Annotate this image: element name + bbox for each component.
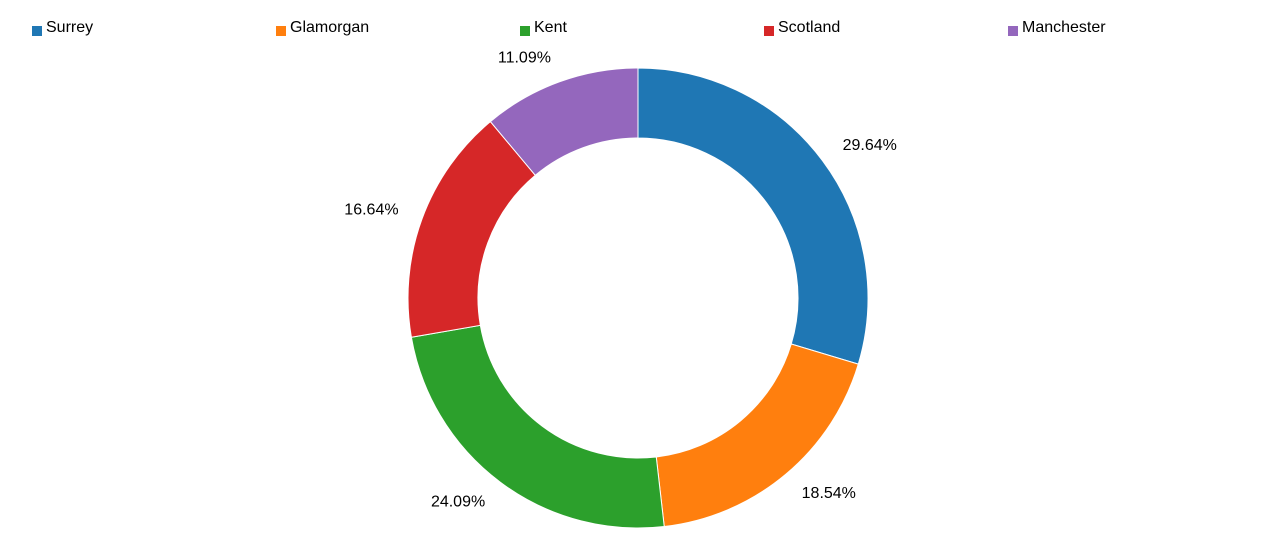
- chart-legend: Surrey Glamorgan Kent Scotland Mancheste…: [32, 18, 1272, 38]
- legend-label-glamorgan: Glamorgan: [290, 19, 370, 36]
- slice-label-manchester: 11.09%: [498, 50, 551, 67]
- legend-item-manchester[interactable]: Manchester: [1008, 18, 1106, 38]
- legend-swatch-scotland: [764, 26, 774, 36]
- slice-manchester[interactable]: [489, 67, 639, 177]
- legend-item-scotland[interactable]: Scotland: [764, 18, 840, 38]
- slice-kent[interactable]: [410, 324, 665, 529]
- legend-swatch-manchester: [1008, 26, 1018, 36]
- legend-swatch-glamorgan: [276, 26, 286, 36]
- legend-swatch-surrey: [32, 26, 42, 36]
- legend-item-kent[interactable]: Kent: [520, 18, 567, 38]
- legend-label-manchester: Manchester: [1022, 19, 1106, 36]
- slice-label-glamorgan: 18.54%: [802, 485, 856, 502]
- slice-label-kent: 24.09%: [431, 493, 485, 510]
- donut-slices: [407, 67, 869, 529]
- legend-label-scotland: Scotland: [778, 19, 841, 36]
- legend-label-kent: Kent: [534, 19, 567, 36]
- legend-item-surrey[interactable]: Surrey: [32, 18, 93, 38]
- legend-item-glamorgan[interactable]: Glamorgan: [276, 18, 369, 38]
- donut-labels: 29.64% 18.54% 24.09% 16.64% 11.09%: [344, 50, 897, 511]
- legend-label-surrey: Surrey: [46, 19, 94, 36]
- legend-swatch-kent: [520, 26, 530, 36]
- slice-scotland[interactable]: [407, 120, 537, 338]
- slice-label-surrey: 29.64%: [843, 137, 897, 154]
- slice-surrey[interactable]: [637, 67, 869, 365]
- slice-label-scotland: 16.64%: [344, 201, 398, 218]
